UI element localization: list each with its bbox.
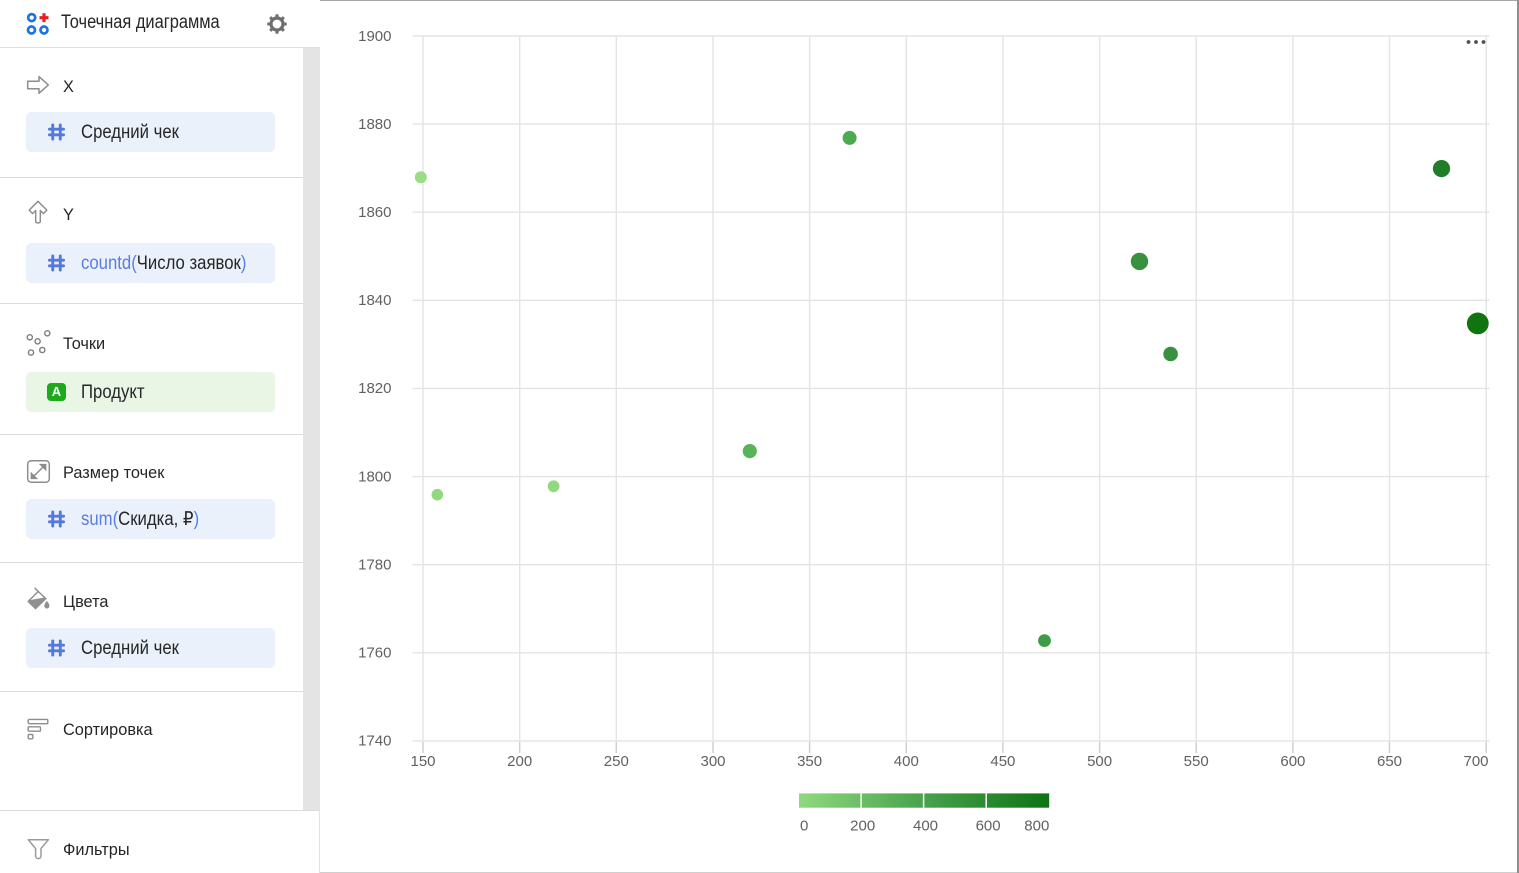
svg-text:200: 200	[850, 818, 875, 835]
svg-text:650: 650	[1377, 753, 1402, 770]
svg-text:550: 550	[1184, 753, 1209, 770]
svg-text:150: 150	[410, 753, 435, 770]
svg-text:1840: 1840	[358, 292, 391, 309]
svg-text:700: 700	[1463, 753, 1488, 770]
svg-text:350: 350	[797, 753, 822, 770]
svg-text:1820: 1820	[358, 380, 391, 397]
svg-text:1900: 1900	[358, 28, 391, 45]
svg-text:200: 200	[507, 753, 532, 770]
svg-text:400: 400	[913, 818, 938, 835]
svg-text:400: 400	[894, 753, 919, 770]
svg-text:1880: 1880	[358, 116, 391, 133]
svg-text:600: 600	[1280, 753, 1305, 770]
svg-text:250: 250	[604, 753, 629, 770]
svg-text:1860: 1860	[358, 204, 391, 221]
svg-text:450: 450	[990, 753, 1015, 770]
svg-text:500: 500	[1087, 753, 1112, 770]
svg-text:800: 800	[1024, 818, 1049, 835]
svg-text:600: 600	[976, 818, 1001, 835]
svg-text:300: 300	[700, 753, 725, 770]
svg-text:1760: 1760	[358, 645, 391, 662]
svg-text:1780: 1780	[358, 557, 391, 574]
svg-text:1740: 1740	[358, 733, 391, 750]
svg-text:0: 0	[800, 818, 808, 835]
svg-text:1800: 1800	[358, 468, 391, 485]
